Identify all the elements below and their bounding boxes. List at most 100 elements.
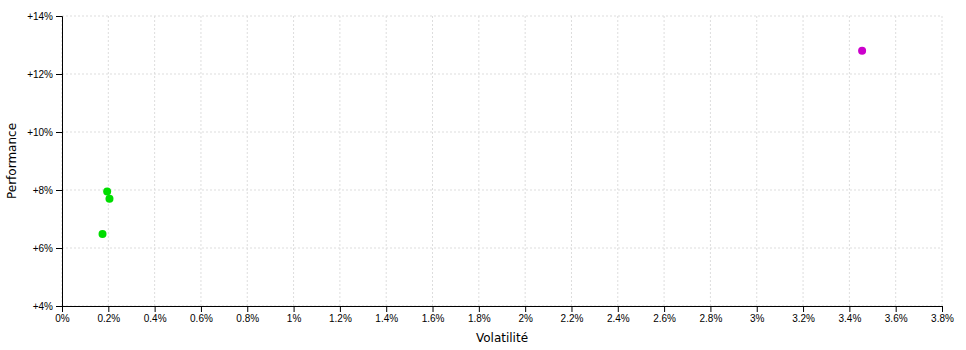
grid-line-y [62,16,942,17]
axis-domain [56,17,63,307]
grid-line-x [617,16,618,306]
tick: 2.6% [653,306,676,324]
tick-mark [340,306,341,312]
tick: +14% [27,11,62,22]
tick-label: 1.4% [375,313,398,324]
tick: +8% [33,185,62,196]
tick: 3% [750,306,765,324]
tick-label: 2.8% [700,313,723,324]
tick-label: 2% [518,313,533,324]
tick-label: 2.6% [653,313,676,324]
grid-line-x [895,16,896,306]
tick: 2% [518,306,533,324]
tick: 0.6% [190,306,213,324]
grid-line-x [849,16,850,306]
grid-line-x [247,16,248,306]
tick-mark [386,306,387,312]
tick: 3.4% [838,306,861,324]
tick: 1.2% [329,306,352,324]
axis-domain [63,307,943,313]
tick-label: +8% [33,185,53,196]
grid-line-x [339,16,340,306]
grid-line-x [571,16,572,306]
tick: 2.4% [607,306,630,324]
tick-mark [433,306,434,312]
tick-mark [56,74,62,75]
tick-label: 1.6% [422,313,445,324]
grid-line-y [62,248,942,249]
tick-label: 1.8% [468,313,491,324]
tick: 1.8% [468,306,491,324]
tick-label: 0.2% [97,313,120,324]
grid-line-x [386,16,387,306]
tick-mark [56,306,62,307]
point [858,47,866,55]
tick-mark [56,16,62,17]
tick: 1% [287,306,302,324]
tick-mark [294,306,295,312]
tick-label: 3.4% [838,313,861,324]
grid-line-x [756,16,757,306]
grid-line-y [62,74,942,75]
tick-mark [757,306,758,312]
grid-line-x [154,16,155,306]
tick-mark [108,306,109,312]
tick-label: 3.2% [792,313,815,324]
tick-mark [896,306,897,312]
grid-line-y [62,190,942,191]
tick-label: 0.6% [190,313,213,324]
tick-mark [710,306,711,312]
grid-line-x [664,16,665,306]
tick-label: +4% [33,301,53,312]
tick-label: 1% [287,313,302,324]
point [105,195,113,203]
tick: 0.2% [97,306,120,324]
grid-line-y [62,132,942,133]
tick: +4% [33,301,62,312]
grid-line-x [478,16,479,306]
tick-label: +10% [27,127,53,138]
tick-label: +14% [27,11,53,22]
tick-label: 0.8% [236,313,259,324]
chart: 0% 0.2% 0.4% 0.6% 0.8% 1% 1.2% 1.4% 1.6% 1.8% 2% 2.… [0,0,966,350]
tick: 0.8% [236,306,259,324]
tick-mark [618,306,619,312]
grid-line-x [293,16,294,306]
tick-mark [664,306,665,312]
tick-mark [56,248,62,249]
point [103,187,111,195]
x-axis: 0% 0.2% 0.4% 0.6% 0.8% 1% 1.2% 1.4% 1.6% 1.8% 2% 2.… [55,306,954,324]
x-axis-title: Volatilité [476,331,528,345]
tick-mark [849,306,850,312]
tick-mark [56,190,62,191]
grid-line-x [108,16,109,306]
tick: 2.2% [561,306,584,324]
tick-mark [525,306,526,312]
tick-mark [803,306,804,312]
tick-label: 1.2% [329,313,352,324]
grid [62,16,942,306]
tick: 0.4% [144,306,167,324]
tick-mark [247,306,248,312]
tick-label: 3.6% [885,313,908,324]
tick-label: 2.4% [607,313,630,324]
tick: +12% [27,69,62,80]
tick-mark [56,132,62,133]
grid-line-x [432,16,433,306]
tick: 3.8% [931,306,954,324]
grid-line-x [803,16,804,306]
tick-label: 3.8% [931,313,954,324]
grid-line-x [200,16,201,306]
grid-line-x [942,16,943,306]
tick-label: +12% [27,69,53,80]
tick: 2.8% [700,306,723,324]
tick: 0% [55,306,70,324]
tick-mark [942,306,943,312]
y-axis-title: Performance [5,123,19,199]
tick: 3.2% [792,306,815,324]
tick: 1.4% [375,306,398,324]
tick: 1.6% [422,306,445,324]
grid-line-x [710,16,711,306]
tick-mark [479,306,480,312]
tick: +6% [33,243,62,254]
